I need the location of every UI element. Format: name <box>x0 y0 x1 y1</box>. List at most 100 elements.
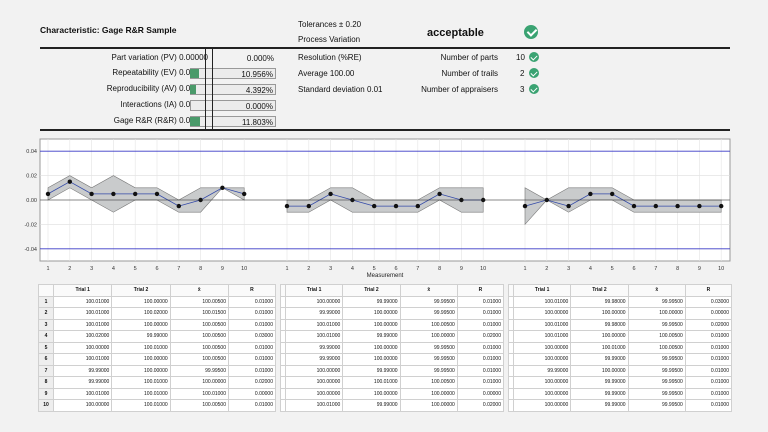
verdict-check-icon <box>524 25 538 39</box>
table-cell: 100.00000 <box>342 307 401 320</box>
data-table-appraiser-2: Trial 1 Trial 2 x̄ R 100.00000 99.99000 99.995… <box>280 284 505 412</box>
table-cell: 100.00000 <box>111 353 171 366</box>
table-cell: 99.99500 <box>399 307 458 320</box>
y-tick-label: -0.02 <box>24 222 37 228</box>
row-index: 3 <box>38 318 54 331</box>
data-point <box>631 203 637 209</box>
stat-label: Repeatability (EV) <box>112 68 177 77</box>
table-cell: 100.00000 <box>570 330 629 343</box>
data-point <box>522 203 528 209</box>
data-point <box>372 203 377 209</box>
x-tick-label: 7 <box>177 266 180 272</box>
data-point <box>610 191 615 197</box>
table-row: 100.00000 100.01000 100.00500 0.01000 <box>280 376 505 389</box>
table-cell: 99.99500 <box>399 364 458 377</box>
average-label: Average 100.00 <box>298 69 355 78</box>
table-cell: 100.00500 <box>169 341 229 354</box>
table-cell: 100.01000 <box>111 387 171 400</box>
mean-line <box>47 181 245 207</box>
data-point <box>176 203 181 209</box>
x-tick-label: 1 <box>285 266 288 272</box>
table-cell: 99.99000 <box>512 364 572 377</box>
table-cell: 0.02000 <box>227 376 277 389</box>
table-row: 99.99000 100.00000 99.99500 0.01000 <box>280 341 505 354</box>
table-cell: 100.00000 <box>342 341 401 354</box>
header-divider <box>40 47 730 49</box>
table-cell: 100.00000 <box>512 387 572 400</box>
row-index: 8 <box>38 376 54 389</box>
stat-label: Interactions (IA) <box>120 100 177 109</box>
count-appraisers-value: 3 <box>520 85 525 94</box>
check-icon <box>529 84 539 94</box>
table-cell: 99.99500 <box>627 295 686 308</box>
table-cell: 99.99000 <box>111 330 171 343</box>
row-index: 6 <box>38 353 54 366</box>
table-cell: 0.01000 <box>684 364 733 377</box>
table-cell: 99.99500 <box>627 353 686 366</box>
column-header: Trial 2 <box>570 284 629 297</box>
table-cell: 100.00000 <box>399 330 458 343</box>
column-header <box>38 284 54 297</box>
table-cell: 100.00000 <box>342 353 401 366</box>
count-trails-value: 2 <box>520 69 525 78</box>
table-row: 100.01000 99.98000 99.99500 0.02000 <box>508 318 733 331</box>
table-row: 4 100.02000 99.99000 100.00500 0.03000 <box>38 330 277 343</box>
table-cell: 0.01000 <box>227 307 277 320</box>
data-point <box>306 203 311 209</box>
x-tick-label: 4 <box>112 266 115 272</box>
x-tick-label: 5 <box>134 266 137 272</box>
table-cell: 99.99000 <box>342 399 401 412</box>
table-cell: 99.99000 <box>284 341 344 354</box>
table-cell: 100.01000 <box>512 295 572 308</box>
table-cell: 100.00500 <box>169 399 229 412</box>
stat-bar <box>190 117 200 126</box>
column-header: Trial 2 <box>342 284 401 297</box>
table-cell: 100.01000 <box>52 318 113 331</box>
count-trails-label: Number of trails <box>441 69 498 78</box>
x-tick-label: 10 <box>480 266 486 272</box>
x-tick-label: 9 <box>460 266 463 272</box>
table-cell: 99.99000 <box>284 353 344 366</box>
table-cell: 100.01000 <box>111 399 171 412</box>
data-point <box>566 203 571 209</box>
data-point <box>242 191 247 197</box>
table-cell: 99.99000 <box>570 387 629 400</box>
table-row: 100.00000 99.99000 99.99500 0.01000 <box>280 364 505 377</box>
data-point <box>45 191 51 197</box>
table-row: 6 100.01000 100.00000 100.00500 0.01000 <box>38 353 277 366</box>
x-tick-label: 8 <box>438 266 441 272</box>
x-tick-label: 8 <box>199 266 202 272</box>
column-header: Trial 2 <box>111 284 171 297</box>
table-cell: 0.01000 <box>456 295 505 308</box>
row-index: 10 <box>38 399 54 412</box>
x-tick-label: 9 <box>698 266 701 272</box>
table-cell: 99.99000 <box>284 307 344 320</box>
column-header: Trial 1 <box>512 284 572 297</box>
table-cell: 100.01000 <box>512 330 572 343</box>
table-cell: 100.01000 <box>284 318 344 331</box>
table-cell: 100.00000 <box>111 318 171 331</box>
table-cell: 100.00000 <box>512 399 572 412</box>
data-point <box>284 203 290 209</box>
table-cell: 100.00000 <box>399 387 458 400</box>
table-cell: 100.00000 <box>52 341 113 354</box>
table-cell: 0.01000 <box>684 387 733 400</box>
table-cell: 99.99500 <box>169 364 229 377</box>
table-cell: 0.01000 <box>684 376 733 389</box>
data-point <box>675 203 680 209</box>
x-tick-label: 4 <box>351 266 354 272</box>
table-cell: 99.99000 <box>342 295 401 308</box>
x-tick-label: 6 <box>394 266 397 272</box>
count-parts-value: 10 <box>516 53 525 62</box>
data-point <box>111 191 116 197</box>
table-cell: 100.00000 <box>512 341 572 354</box>
table-cell: 99.99500 <box>627 364 686 377</box>
table-cell: 100.00000 <box>512 353 572 366</box>
table-cell: 99.99000 <box>570 399 629 412</box>
table-cell: 100.00500 <box>627 330 686 343</box>
table-row: 99.99000 100.00000 99.99500 0.01000 <box>280 307 505 320</box>
data-point <box>133 191 138 197</box>
table-cell: 99.99500 <box>399 295 458 308</box>
column-header: Trial 1 <box>52 284 113 297</box>
x-axis-label: Measurement <box>367 273 404 279</box>
